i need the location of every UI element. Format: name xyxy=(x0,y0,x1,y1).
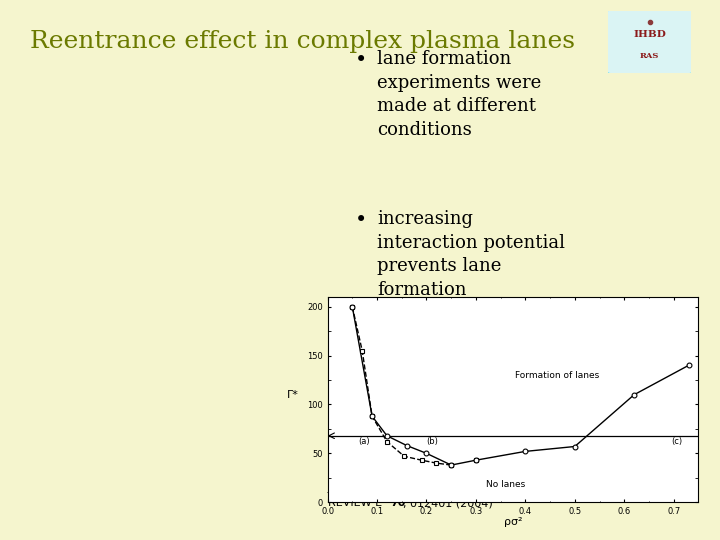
Y-axis label: Γ*: Γ* xyxy=(287,389,299,400)
Text: •: • xyxy=(355,210,367,230)
X-axis label: ρσ²: ρσ² xyxy=(504,517,522,528)
Text: REVIEW E: REVIEW E xyxy=(328,498,386,508)
Text: No lanes: No lanes xyxy=(486,480,525,489)
Text: J. Chakrabarti et al., PHYSICAL: J. Chakrabarti et al., PHYSICAL xyxy=(328,483,497,493)
Text: (c): (c) xyxy=(671,436,683,446)
Text: Formation of lanes: Formation of lanes xyxy=(516,370,600,380)
Text: lane formation
experiments were
made at different
conditions: lane formation experiments were made at … xyxy=(377,50,541,139)
Text: increasing
interaction potential
prevents lane
formation: increasing interaction potential prevent… xyxy=(377,210,565,299)
Text: (a): (a) xyxy=(359,436,370,446)
Text: Reentrance effect in complex plasma lanes: Reentrance effect in complex plasma lane… xyxy=(30,30,575,53)
Text: •: • xyxy=(355,50,367,70)
Text: RAS: RAS xyxy=(640,51,660,59)
Text: , 012401 (2004): , 012401 (2004) xyxy=(403,498,492,508)
Text: IHBD: IHBD xyxy=(634,30,666,39)
Text: (b): (b) xyxy=(426,436,438,446)
Text: 70: 70 xyxy=(390,498,405,508)
FancyBboxPatch shape xyxy=(604,9,696,75)
